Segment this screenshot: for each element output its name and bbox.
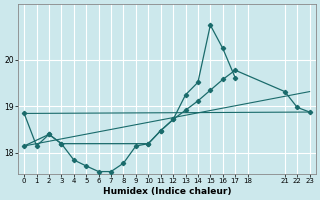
X-axis label: Humidex (Indice chaleur): Humidex (Indice chaleur) [103, 187, 231, 196]
